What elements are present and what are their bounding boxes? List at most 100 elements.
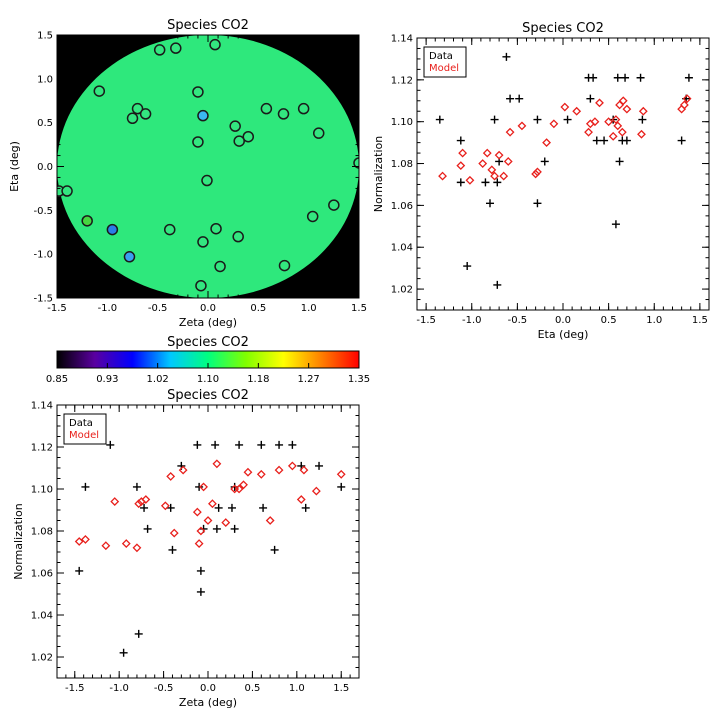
zeta-ytick-label: 1.08 [31, 527, 53, 538]
eta-model-point [617, 127, 627, 137]
eta-xtick-label: 1.5 [692, 315, 708, 326]
zeta-data-point [193, 440, 202, 449]
eta-model-point [517, 121, 527, 131]
zeta-model-point [194, 539, 204, 549]
eta-series-data [435, 52, 693, 289]
eta-data-point [540, 157, 549, 166]
zeta-data-point [214, 503, 223, 512]
map-title: Species CO2 [167, 18, 249, 33]
eta-model-point [499, 171, 509, 181]
eta-title: Species CO2 [522, 21, 604, 36]
zeta-model-point [336, 469, 346, 479]
map-point [232, 230, 244, 243]
map-point [201, 174, 213, 187]
zeta-data-point [315, 461, 324, 470]
eta-model-point [505, 127, 515, 137]
zeta-xtick-label: -1.5 [65, 683, 85, 694]
zeta-ytick-label: 1.02 [31, 653, 53, 664]
zeta-model-point [199, 482, 208, 492]
eta-model-point [458, 148, 468, 158]
eta-model-point [487, 165, 497, 175]
zeta-model-point [81, 534, 90, 544]
zeta-data-point [106, 440, 115, 449]
map-chart: -1.5 -1.0 -0.5 0.0 0.5 1.0 1.5 -1.5 -1.0 -0.5 0.0 0… [8, 18, 367, 329]
map-point [209, 38, 221, 51]
zeta-model-point [166, 471, 176, 481]
eta-data-point [506, 94, 515, 103]
zeta-data-point [119, 648, 128, 657]
map-point [153, 44, 166, 56]
map-point [61, 185, 73, 197]
eta-model-point [584, 127, 593, 137]
zeta-model-point [256, 469, 266, 479]
map-point [123, 251, 136, 263]
eta-model-point [682, 94, 692, 104]
eta-ytick-label: 1.08 [391, 159, 413, 170]
zeta-data-point [196, 566, 205, 575]
map-xtick-label: 0.5 [250, 303, 266, 314]
eta-xtick-label: -0.5 [508, 315, 528, 326]
zeta-legend-model: Model [69, 430, 99, 441]
zeta-ytick-label: 1.04 [31, 611, 53, 622]
eta-model-point [478, 159, 488, 168]
map-point [192, 86, 204, 98]
zeta-xtick-label: 1.0 [289, 683, 305, 694]
zeta-model-point [160, 501, 170, 511]
map-disk [57, 35, 359, 298]
zeta-model-point [196, 526, 206, 536]
zeta-model-point [287, 461, 297, 471]
map-point [242, 130, 255, 143]
eta-legend-model: Model [429, 63, 459, 74]
zeta-data-point [195, 482, 204, 491]
map-xtick-label: -1.0 [98, 303, 118, 314]
eta-ytick-label: 1.02 [391, 285, 413, 296]
eta-chart: -1.5 -1.0 -0.5 0.0 0.5 1.0 1.5 1.02 1.04 1.06 1.08… [372, 21, 710, 341]
eta-data-point [677, 136, 686, 145]
eta-model-point [637, 129, 646, 139]
colorbar: Species CO2 0.85 0.93 1.02 1.10 1.18 1.27 1.35 [46, 335, 370, 385]
eta-xtick-label: 0.0 [555, 315, 571, 326]
eta-model-point [531, 169, 541, 179]
eta-data-point [600, 136, 609, 145]
map-point [197, 109, 209, 122]
eta-data-point [621, 73, 630, 82]
zeta-data-point [275, 440, 284, 449]
eta-ytick-label: 1.12 [391, 75, 413, 86]
zeta-series-data [75, 419, 346, 657]
eta-data-point [684, 73, 693, 82]
zeta-xtick-label: -0.5 [154, 683, 174, 694]
zeta-data-point [168, 545, 177, 554]
map-ytick-label: -1.0 [33, 250, 53, 261]
eta-model-point [611, 115, 621, 125]
eta-xlabel: Eta (deg) [538, 328, 589, 341]
map-points [57, 38, 359, 292]
eta-ytick-label: 1.06 [391, 201, 413, 212]
zeta-data-point [212, 524, 221, 533]
zeta-data-point [140, 503, 149, 512]
eta-model-point [490, 171, 499, 181]
eta-data-point [636, 73, 645, 82]
zeta-model-point [311, 486, 321, 496]
zeta-data-point [132, 482, 141, 491]
eta-data-point [456, 136, 465, 145]
zeta-model-point [296, 495, 306, 504]
eta-model-point [618, 96, 628, 106]
map-point [260, 102, 273, 115]
eta-model-point [679, 100, 689, 110]
map-point [278, 259, 291, 272]
eta-data-point [533, 199, 542, 208]
eta-data-point [622, 136, 631, 145]
eta-data-point [502, 52, 511, 61]
eta-xtick-label: -1.5 [416, 315, 436, 326]
eta-data-point [613, 73, 622, 82]
map-point [210, 222, 222, 235]
zeta-data-point [235, 440, 244, 449]
zeta-data-point [288, 440, 297, 449]
map-xtick-label: -0.5 [148, 303, 168, 314]
zeta-data-point [196, 587, 205, 596]
eta-model-point [613, 121, 623, 131]
colorbar-title: Species CO2 [167, 335, 249, 350]
eta-data-point [592, 136, 601, 145]
